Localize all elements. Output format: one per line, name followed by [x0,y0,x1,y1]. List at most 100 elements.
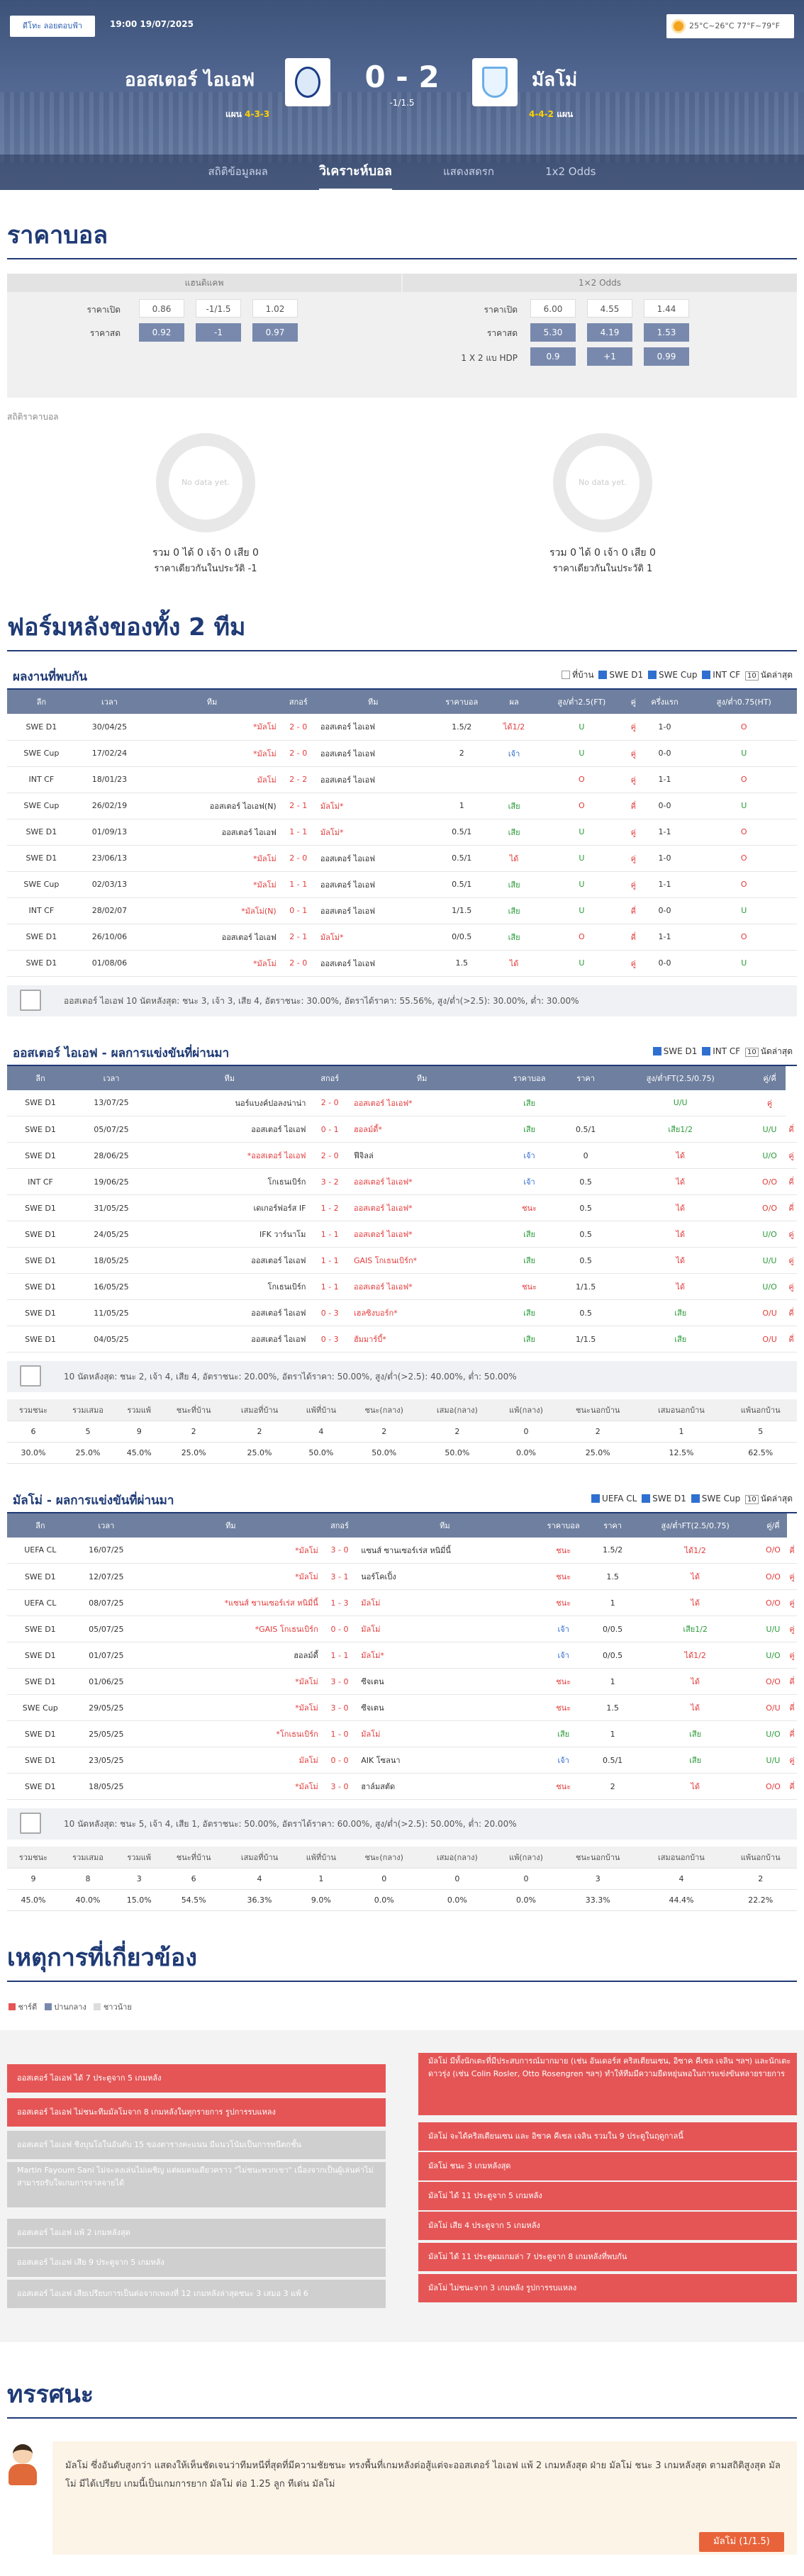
table-row[interactable]: UEFA CL 08/07/25 *แซนส์ ซานเซอร์เร่ส หนิมี… [7,1589,797,1616]
match-count-select[interactable]: 10 [745,1494,759,1504]
checkbox[interactable] [691,1494,700,1503]
column-header: คู่ [628,690,639,714]
table-row[interactable]: SWE Cup 02/03/13 *มัลโม่ 1 - 1 ออสเตอร์ ไอเอ… [7,871,797,898]
table-cell: 0-0 [638,897,691,924]
table-row[interactable]: SWE D1 13/07/25 นอร์แบงค์ปอลงน่าน่า 2 - 0 ออ… [7,1090,797,1116]
match-time: 19:00 19/07/2025 [110,19,194,29]
table-row[interactable]: SWE D1 01/08/06 *มัลโม่ 2 - 0 ออสเตอร์ ไอเอฟ… [7,950,797,977]
away-team-crest[interactable] [472,58,518,106]
tab-1x2-odds[interactable]: 1x2 Odds [545,165,596,178]
table-cell: ได้1/2 [631,1537,759,1564]
table-row[interactable]: SWE D1 23/06/13 *มัลโม่ 2 - 0 ออสเตอร์ ไอเอฟ… [7,845,797,872]
table-cell: 23/06/13 [75,845,144,872]
match-handicap: -1/1.5 [389,98,415,108]
table-row[interactable]: INT CF 19/06/25 โกเธนเบิร์ก 3 - 2 ออสเตอร์ ไ… [7,1168,797,1195]
checkbox[interactable] [591,1494,601,1503]
table-row[interactable]: SWE D1 05/07/25 *GAIS โกเธนเบิร์ก 0 - 0 มัลโ… [7,1615,797,1642]
checkbox[interactable] [702,671,711,679]
table-row[interactable]: SWE D1 26/10/06 ออสเตอร์ ไอเอฟ 2 - 1 มัลโม่*… [7,924,797,951]
table-row[interactable]: SWE D1 16/05/25 โกเธนเบิร์ก 1 - 1 ออสเตอร์ ไ… [7,1273,797,1300]
form-section-title: ฟอร์มหลังของทั้ง 2 ทีม [7,613,246,642]
tab-stats[interactable]: สถิติข้อมูลผล [208,165,268,178]
table-row[interactable]: UEFA CL 16/07/25 *มัลโม่ 3 - 0 แซนส์ ซานเซอร… [7,1537,797,1564]
table-cell: SWE D1 [7,950,76,977]
event-item: มัลโม่ เสีย 4 ประตูจาก 5 เกมหลัง [418,2211,797,2240]
open-label: ราคาเปิด [86,305,121,315]
table-row[interactable]: SWE D1 01/06/25 *มัลโม่ 3 - 0 ซีจเตน ชนะ 1 ได้ O… [7,1668,797,1695]
table-cell: U/O [759,1720,788,1747]
table-row[interactable]: SWE D1 23/05/25 มัลโม่ 0 - 0 AIK โซลนา เจ้า 0.… [7,1747,797,1774]
league-button[interactable]: ดีโทะ ลอยตอบฟ้า [10,16,95,37]
checkbox[interactable] [642,1494,651,1503]
table-cell: 0.5/1 [564,1116,608,1143]
table-cell: ออสเตอร์ ไอเอฟ [149,1247,311,1274]
table-row[interactable]: SWE D1 05/07/25 ออสเตอร์ ไอเอฟ 0 - 1 ฮอลม์ดี… [7,1116,797,1143]
table-cell: 0.5 [564,1299,608,1326]
table-cell: ออสเตอร์ ไอเอฟ* [349,1221,495,1248]
table-cell: ได้ [631,1589,759,1616]
column-header: ลีก [7,1065,74,1090]
table-cell: 2 [593,1773,632,1800]
table-row[interactable]: SWE D1 30/04/25 *มัลโม่ 2 - 0 ออสเตอร์ ไอเอฟ… [7,714,797,741]
table-cell: คี่ [787,1694,797,1721]
table-row[interactable]: SWE Cup 29/05/25 *มัลโม่ 3 - 0 ซีจเตน ชนะ 1.5 ไ… [7,1694,797,1721]
table-row[interactable]: SWE D1 11/05/25 ออสเตอร์ ไอเอฟ 0 - 3 เฮลซิงบ… [7,1299,797,1326]
odds-cell: 1.44 [644,299,689,318]
home-team-name[interactable]: ออสเตอร์ ไอเอฟ [125,69,255,91]
table-cell: O/O [759,1589,788,1616]
table-cell: คี่ [628,897,639,924]
table-row[interactable]: SWE Cup 17/02/24 *มัลโม่ 2 - 0 ออสเตอร์ ไอเอ… [7,740,797,767]
table-cell: 05/07/25 [73,1615,140,1642]
table-row[interactable]: SWE D1 25/05/25 *โกเธนเบิร์ก 1 - 0 มัลโม่ เสี… [7,1720,797,1747]
table-cell: 16/05/25 [73,1273,150,1300]
1x2-hdp-label: 1 X 2 แบ HDP [461,353,518,363]
divider [7,650,797,651]
home-recent-filters[interactable]: SWE D1 INT CF 10 นัดล่าสุด [651,1045,793,1058]
column-header: ทีม [349,1065,495,1090]
match-count-select[interactable]: 10 [745,671,759,681]
tab-live[interactable]: แสดงสดรก [443,165,494,178]
match-count-select[interactable]: 10 [745,1047,759,1057]
column-header: ผล [493,690,535,714]
checkbox[interactable] [562,671,571,679]
table-row[interactable]: SWE D1 01/09/13 ออสเตอร์ ไอเอฟ 1 - 1 มัลโม่*… [7,819,797,846]
home-team-crest[interactable] [285,58,330,106]
table-row[interactable]: SWE Cup 26/02/19 ออสเตอร์ ไอเอฟ(N) 2 - 1 มัล… [7,793,797,819]
event-item: ออสเตอร์ ไอเอฟ เสีย 9 ประตูจาก 5 เกมหลัง [7,2248,386,2277]
table-row[interactable]: SWE D1 18/05/25 ออสเตอร์ ไอเอฟ 1 - 1 GAIS โก… [7,1247,797,1274]
checkbox[interactable] [652,1046,661,1055]
table-cell: 2 - 0 [280,845,316,872]
table-cell: ฮอลม์ดี้ [139,1642,323,1669]
table-row[interactable]: SWE D1 28/06/25 *ออสเตอร์ ไอเอฟ 2 - 0 ฟีจิลล… [7,1142,797,1169]
table-row[interactable]: INT CF 28/02/07 *มัลโม่(N) 0 - 1 ออสเตอร์ ไอ… [7,897,797,924]
table-row[interactable]: SWE D1 01/07/25 ฮอลม์ดี้ 1 - 1 มัลโม่* เจ้า 0/… [7,1642,797,1669]
table-row[interactable]: SWE D1 12/07/25 *มัลโม่ 3 - 1 นอร์โคเปิ้ง ชนะ… [7,1563,797,1590]
table-cell: 0-0 [638,793,691,819]
checkbox[interactable] [598,671,608,679]
h2h-filters[interactable]: ที่บ้าน SWE D1 SWE Cup INT CF 10 นัดล่าสุ… [559,668,793,682]
table-row[interactable]: SWE D1 04/05/25 ออสเตอร์ ไอเอฟ 0 - 3 ฮัมมาร์… [7,1326,797,1353]
table-cell: ชนะ [532,1589,594,1616]
h2h-summary: ออสเตอร์ ไอเอฟ 10 นัดหลังสุด: ชนะ 3, เจ้… [7,985,797,1017]
table-cell: 30.0% [7,1442,60,1464]
away-recent-filters[interactable]: UEFA CL SWE D1 SWE Cup 10 นัดล่าสุด [589,1492,793,1506]
event-item: Martin Fayoum Sani ไม่จะลงเล่นไม่เผชิญ แ… [7,2161,386,2207]
table-cell: ได้ [493,950,535,977]
table-cell: O/O [759,1773,788,1800]
table-cell: SWE D1 [7,1615,74,1642]
table-row[interactable]: SWE D1 24/05/25 IFK วาร์นาโม 1 - 1 ออสเตอร์ … [7,1221,797,1248]
table-cell: *มัลโม่ [139,1537,323,1564]
column-header: ทีม [139,1513,323,1538]
table-row[interactable]: SWE D1 31/05/25 เดเกอร์ฟอร์ส IF 1 - 2 ออสเตอ… [7,1194,797,1221]
checkbox[interactable] [702,1046,711,1055]
table-cell: 1 - 0 [322,1720,357,1747]
away-team-name[interactable]: มัลโม่ [532,69,578,91]
totals-row: 30.0% 25.0% 45.0% 25.0% 25.0% 50.0% 50.0% 50.0%… [7,1442,797,1464]
table-row[interactable]: INT CF 18/01/23 มัลโม่ 2 - 2 ออสเตอร์ ไอเอฟ O… [7,766,797,793]
checkbox[interactable] [647,671,657,679]
table-cell: 2 - 1 [280,924,316,951]
tab-analysis[interactable]: วิเคราะห์บอล [318,155,392,190]
table-row[interactable]: SWE D1 18/05/25 *มัลโม่ 3 - 0 ฮาล์มสตัด ชนะ 2 ไ… [7,1773,797,1800]
table-cell: เสีย [494,1090,564,1116]
table-cell: O [691,766,797,793]
